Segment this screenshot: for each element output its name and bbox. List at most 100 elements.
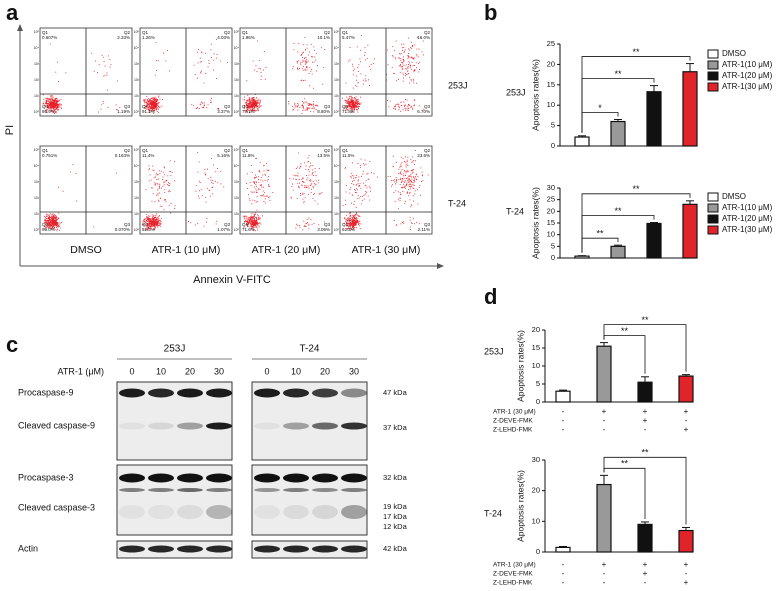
event-dot	[52, 226, 53, 227]
event-dot	[60, 104, 62, 105]
event-dot	[359, 221, 361, 223]
event-dot	[54, 101, 56, 103]
event-dot	[255, 104, 257, 106]
condition-mark: +	[602, 407, 607, 416]
event-dot	[150, 100, 152, 102]
event-dot	[165, 199, 166, 201]
event-dot	[153, 103, 154, 104]
event-dot	[297, 172, 299, 174]
event-dot	[358, 103, 360, 104]
event-dot	[252, 100, 254, 102]
event-dot	[170, 203, 172, 204]
event-dot	[146, 226, 148, 228]
event-dot	[260, 223, 262, 225]
event-dot	[400, 66, 402, 68]
event-dot	[344, 168, 346, 170]
event-dot	[256, 110, 258, 111]
event-dot	[156, 111, 158, 112]
event-dot	[348, 218, 350, 220]
quadrant-name: Q4	[342, 222, 349, 227]
event-dot	[157, 219, 159, 221]
event-dot	[49, 43, 51, 45]
event-dot	[103, 61, 105, 62]
event-dot	[153, 98, 155, 100]
event-dot	[154, 224, 155, 226]
event-dot	[412, 107, 413, 109]
event-dot	[109, 66, 111, 68]
event-dot	[392, 56, 394, 58]
event-dot	[401, 43, 402, 45]
event-dot	[259, 171, 261, 173]
event-dot	[247, 224, 249, 226]
event-dot	[100, 108, 102, 110]
flow-tick-label: 10⁰	[34, 110, 40, 114]
event-dot	[48, 217, 50, 219]
event-dot	[353, 108, 355, 109]
event-dot	[246, 103, 248, 105]
event-dot	[47, 98, 49, 100]
event-dot	[144, 221, 146, 223]
event-dot	[350, 111, 352, 113]
event-dot	[251, 103, 253, 105]
event-dot	[351, 107, 353, 109]
band	[341, 388, 367, 398]
panel-letter: c	[6, 332, 18, 357]
event-dot	[250, 226, 252, 227]
event-dot	[150, 102, 151, 104]
event-dot	[308, 170, 310, 172]
event-dot	[46, 103, 48, 105]
event-dot	[406, 170, 408, 172]
event-dot	[247, 217, 249, 219]
event-dot	[400, 156, 402, 158]
event-dot	[310, 180, 312, 182]
event-dot	[53, 104, 54, 106]
event-dot	[350, 176, 352, 177]
event-dot	[265, 66, 267, 68]
event-dot	[155, 215, 157, 216]
arrow-head	[17, 24, 23, 31]
event-dot	[347, 220, 349, 222]
event-dot	[146, 225, 148, 227]
event-dot	[153, 110, 155, 112]
event-dot	[56, 97, 58, 99]
event-dot	[144, 220, 146, 222]
event-dot	[345, 220, 347, 222]
event-dot	[359, 104, 361, 105]
event-dot	[311, 224, 313, 226]
event-dot	[357, 220, 358, 221]
event-dot	[352, 162, 353, 164]
event-dot	[49, 226, 51, 228]
event-dot	[410, 180, 412, 182]
event-dot	[408, 184, 410, 185]
event-dot	[201, 60, 202, 62]
event-dot	[306, 67, 307, 69]
event-dot	[357, 104, 358, 106]
event-dot	[391, 185, 392, 187]
event-dot	[257, 221, 258, 223]
event-dot	[313, 183, 315, 184]
event-dot	[297, 102, 299, 104]
event-dot	[47, 220, 49, 222]
event-dot	[401, 186, 403, 188]
event-dot	[311, 104, 313, 105]
y-tick-label: 25	[547, 39, 555, 48]
event-dot	[254, 103, 256, 105]
event-dot	[253, 97, 255, 98]
event-dot	[419, 61, 421, 63]
flow-tick-label: 10³	[334, 180, 340, 184]
event-dot	[369, 199, 371, 201]
event-dot	[371, 172, 372, 174]
event-dot	[198, 180, 200, 182]
event-dot	[157, 103, 159, 105]
event-dot	[349, 189, 351, 190]
event-dot	[407, 58, 409, 60]
event-dot	[250, 218, 252, 220]
event-dot	[46, 221, 48, 223]
event-dot	[103, 75, 105, 77]
event-dot	[154, 105, 156, 107]
event-dot	[52, 102, 54, 104]
event-dot	[44, 226, 46, 228]
event-dot	[43, 103, 44, 104]
event-dot	[255, 201, 257, 203]
event-dot	[253, 100, 255, 102]
